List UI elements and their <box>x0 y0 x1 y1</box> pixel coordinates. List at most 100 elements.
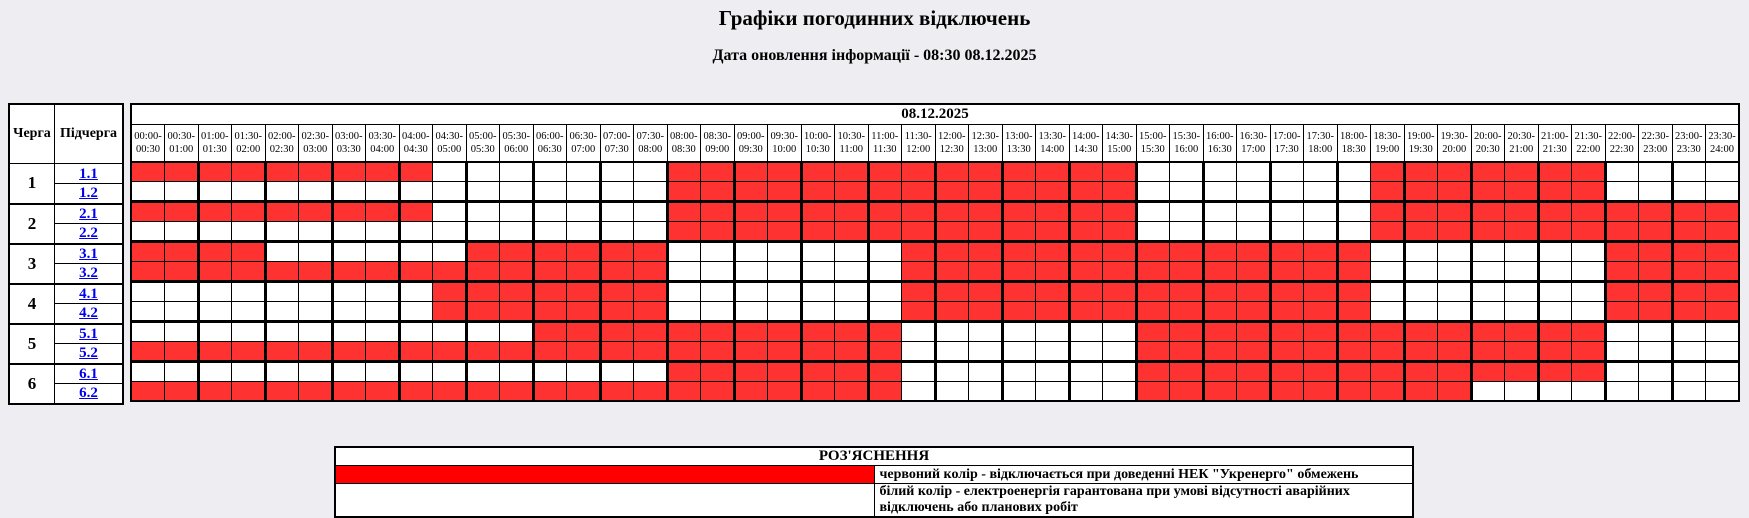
schedule-cell <box>1134 161 1170 182</box>
time-slot-header: 10:00- 10:30 <box>800 124 835 163</box>
schedule-cell <box>1035 301 1070 322</box>
schedule-cell <box>1370 181 1405 202</box>
subqueue-link[interactable]: 3.2 <box>79 265 98 282</box>
schedule-cell <box>196 381 232 402</box>
schedule-cell <box>933 381 969 402</box>
schedule-cell <box>767 280 802 302</box>
queue-row: 4 4.1 <box>8 282 124 324</box>
schedule-cell <box>1035 341 1070 362</box>
schedule-cell <box>1536 200 1572 222</box>
subqueue-link[interactable]: 5.2 <box>79 345 98 362</box>
schedule-cell <box>1268 240 1304 262</box>
schedule-cell <box>700 381 735 402</box>
time-slot-header: 11:30- 12:00 <box>901 124 936 163</box>
schedule-cell <box>298 181 333 202</box>
schedule-cell <box>665 301 701 322</box>
schedule-cell <box>263 301 299 322</box>
schedule-cell <box>598 381 634 402</box>
schedule-cell <box>1603 261 1639 282</box>
schedule-cell <box>665 381 701 402</box>
schedule-cell <box>1603 221 1639 242</box>
time-slot-header: 20:00- 20:30 <box>1470 124 1505 163</box>
schedule-cell <box>531 360 567 382</box>
schedule-cell <box>130 280 165 302</box>
schedule-cell <box>1670 301 1706 322</box>
update-info: Дата оновлення інформації - 08:30 08.12.… <box>712 47 1037 64</box>
schedule-cell <box>732 200 768 222</box>
subqueue-link[interactable]: 6.1 <box>79 365 98 382</box>
schedule-cell <box>1102 240 1137 262</box>
schedule-cell <box>1067 341 1103 362</box>
schedule-cell <box>1303 181 1338 202</box>
schedule-cell <box>1504 381 1539 402</box>
date-header: 08.12.2025 <box>130 103 1740 125</box>
schedule-cell <box>263 161 299 182</box>
subqueue-link[interactable]: 1.1 <box>79 165 98 182</box>
schedule-cell <box>1335 161 1371 182</box>
schedule-cell <box>732 221 768 242</box>
schedule-cell <box>1335 360 1371 382</box>
schedule-cell <box>1469 181 1505 202</box>
schedule-cell <box>464 221 500 242</box>
schedule-row-1.2 <box>130 181 1740 202</box>
subqueue-link[interactable]: 3.1 <box>79 245 98 262</box>
schedule-cell <box>1504 240 1539 262</box>
schedule-cell <box>130 341 165 362</box>
subqueue-link[interactable]: 1.2 <box>79 185 98 202</box>
schedule-cell <box>196 200 232 222</box>
schedule-cell <box>799 280 835 302</box>
schedule-cell <box>1335 240 1371 262</box>
schedule-cell <box>866 320 902 342</box>
schedule-cell <box>633 261 668 282</box>
schedule-cell <box>633 280 668 302</box>
schedule-cell <box>1134 240 1170 262</box>
time-slot-header: 21:00- 21:30 <box>1537 124 1572 163</box>
subqueue-link[interactable]: 6.2 <box>79 385 98 402</box>
schedule-cell <box>1236 181 1271 202</box>
schedule-cell <box>933 280 969 302</box>
time-slot-header: 15:00- 15:30 <box>1135 124 1170 163</box>
schedule-cell <box>732 360 768 382</box>
schedule-cell <box>1000 161 1036 182</box>
schedule-cell <box>130 221 165 242</box>
schedule-cell <box>866 181 902 202</box>
schedule-cell <box>1303 320 1338 342</box>
time-slot-header: 13:30- 14:00 <box>1035 124 1070 163</box>
schedule-cell <box>866 221 902 242</box>
schedule-cell <box>1670 280 1706 302</box>
subqueue-link[interactable]: 4.1 <box>79 285 98 302</box>
schedule-cell <box>1571 261 1606 282</box>
schedule-cell <box>298 341 333 362</box>
subqueue-link[interactable]: 2.2 <box>79 225 98 242</box>
schedule-cell <box>1169 360 1204 382</box>
schedule-cell <box>767 181 802 202</box>
time-slot-header: 23:00- 23:30 <box>1671 124 1706 163</box>
schedule-cell <box>665 261 701 282</box>
time-slot-header: 19:00- 19:30 <box>1403 124 1438 163</box>
schedule-cell <box>834 221 869 242</box>
schedule-cell <box>1603 381 1639 402</box>
schedule-cell <box>1638 240 1673 262</box>
schedule-cell <box>732 280 768 302</box>
time-slot-header: 12:00- 12:30 <box>934 124 969 163</box>
schedule-cell <box>1536 301 1572 322</box>
subqueue-link[interactable]: 5.1 <box>79 325 98 342</box>
schedule-cell <box>298 161 333 182</box>
subqueue-link[interactable]: 4.2 <box>79 305 98 322</box>
schedule-cell <box>901 261 936 282</box>
schedule-cell <box>866 360 902 382</box>
queue-number: 2 <box>8 202 55 244</box>
schedule-cell <box>1437 221 1472 242</box>
schedule-cell <box>566 360 601 382</box>
schedule-cell <box>1134 280 1170 302</box>
schedule-cell <box>665 341 701 362</box>
schedule-cell <box>968 381 1003 402</box>
schedule-cell <box>1236 301 1271 322</box>
schedule-cell <box>834 341 869 362</box>
time-slot-header: 18:30- 19:00 <box>1370 124 1405 163</box>
subqueue-link[interactable]: 2.1 <box>79 205 98 222</box>
schedule-cell <box>330 360 366 382</box>
schedule-cell <box>566 320 601 342</box>
time-slot-header: 08:30- 09:00 <box>700 124 735 163</box>
time-slot-header: 10:30- 11:00 <box>834 124 869 163</box>
